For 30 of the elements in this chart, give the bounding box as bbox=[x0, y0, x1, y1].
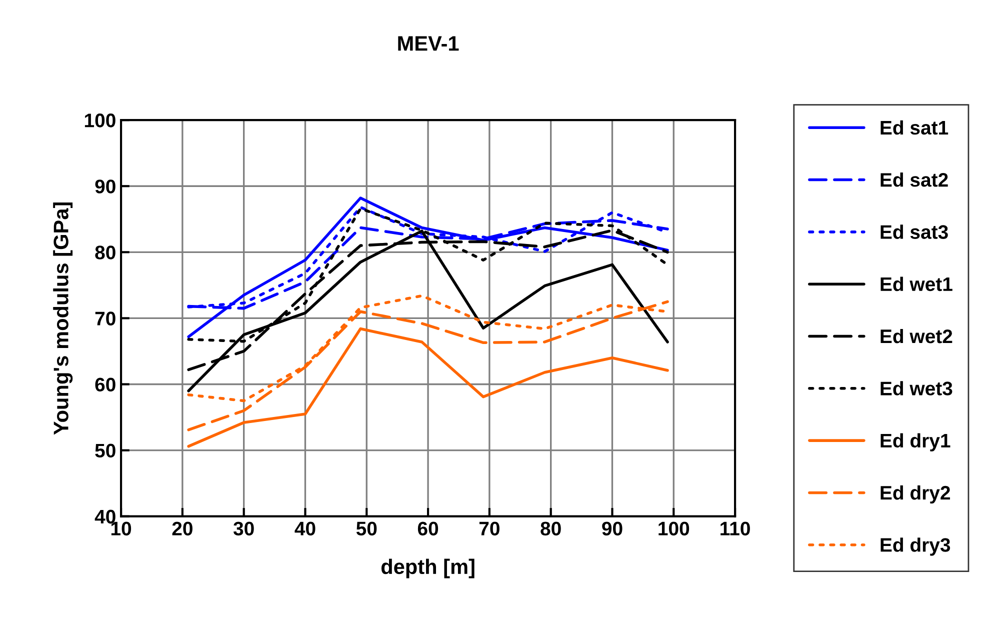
legend-label: Ed wet2 bbox=[880, 328, 952, 344]
legend-label: Ed sat1 bbox=[880, 120, 948, 135]
x-tick-label: 30 bbox=[233, 522, 254, 536]
legend-label: Ed sat2 bbox=[880, 172, 948, 187]
chart-title: MEV-1 bbox=[398, 36, 459, 51]
legend-label: Ed dry1 bbox=[880, 433, 950, 452]
x-tick-label: 110 bbox=[720, 522, 750, 536]
x-tick-label: 20 bbox=[172, 522, 192, 536]
y-tick-label: 50 bbox=[95, 444, 116, 458]
legend-label: Ed sat3 bbox=[880, 224, 948, 239]
y-tick-label: 40 bbox=[94, 510, 116, 524]
x-tick-label: 10 bbox=[111, 522, 132, 536]
x-tick-label: 80 bbox=[540, 522, 561, 536]
x-tick-label: 60 bbox=[418, 522, 438, 536]
legend-label: Ed dry2 bbox=[880, 485, 950, 504]
y-tick-label: 90 bbox=[95, 180, 116, 194]
x-tick-label: 70 bbox=[479, 522, 500, 536]
legend-label: Ed dry3 bbox=[880, 538, 950, 556]
legend-label: Ed wet3 bbox=[880, 381, 952, 396]
x-axis-title: depth [m] bbox=[381, 558, 474, 578]
y-tick-label: 80 bbox=[95, 246, 116, 260]
y-tick-label: 70 bbox=[95, 312, 116, 326]
y-tick-label: 100 bbox=[84, 114, 116, 128]
x-tick-label: 50 bbox=[356, 522, 377, 536]
legend-label: Ed wet1 bbox=[880, 276, 952, 292]
y-axis-title: Young's modulus [GPa] bbox=[53, 202, 73, 435]
x-tick-label: 90 bbox=[602, 522, 622, 536]
x-tick-label: 40 bbox=[294, 522, 316, 536]
y-tick-label: 60 bbox=[95, 378, 116, 392]
x-tick-label: 100 bbox=[658, 522, 690, 536]
